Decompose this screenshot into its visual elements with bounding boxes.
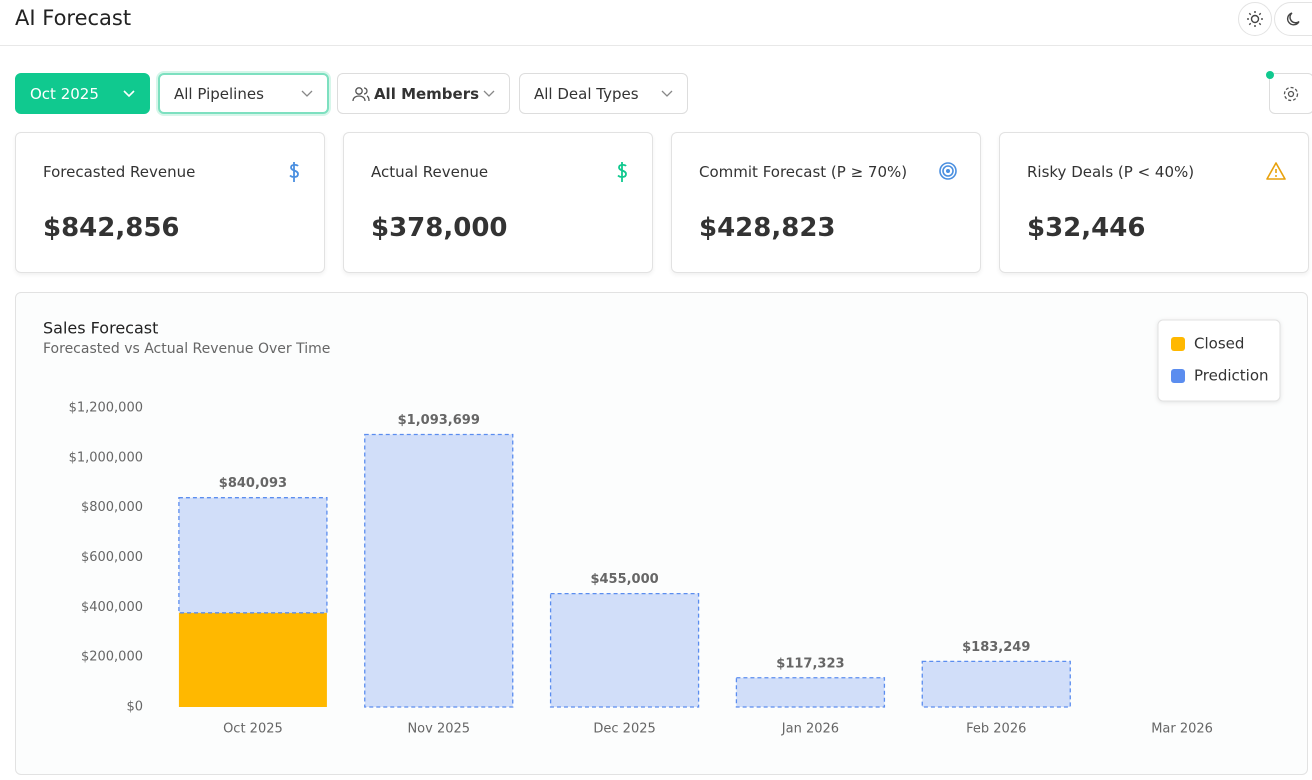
kpi-label: Risky Deals (P < 40%) [1027, 163, 1195, 181]
bar-prediction [178, 497, 328, 614]
legend-label: Closed [1194, 335, 1244, 353]
y-tick-label: $200,000 [81, 650, 143, 665]
bar-prediction [735, 677, 886, 708]
kpi-value: $32,446 [1027, 213, 1146, 243]
kpi-label: Actual Revenue [371, 163, 489, 181]
legend-box [1157, 319, 1281, 402]
status-dot [1266, 71, 1274, 79]
bar-closed [178, 612, 327, 707]
dollar-icon [289, 162, 299, 182]
chevron [661, 90, 673, 97]
kpi-card: Forecasted Revenue $842,856 [15, 132, 325, 273]
chart-title: Sales Forecast [43, 319, 158, 338]
warning-icon [1266, 162, 1286, 180]
x-tick-label: Nov 2025 [407, 722, 470, 737]
members-icon [352, 86, 370, 101]
bar-prediction [364, 433, 514, 708]
y-tick-label: $1,200,000 [69, 401, 143, 416]
dark-mode-button[interactable] [1274, 2, 1312, 36]
y-tick-label: $0 [126, 700, 143, 715]
header-divider [0, 45, 1312, 46]
x-tick-label: Jan 2026 [781, 722, 839, 737]
light-mode-button[interactable] [1238, 2, 1272, 36]
filter-label: All Deal Types [534, 84, 639, 103]
sun-icon [1247, 11, 1263, 27]
kpi-label: Forecasted Revenue [43, 163, 196, 181]
settings-button[interactable] [1269, 73, 1312, 114]
moon-icon [1286, 12, 1300, 26]
filter-label: Oct 2025 [30, 84, 99, 103]
kpi-card: Actual Revenue $378,000 [343, 132, 653, 273]
total-label: $455,000 [590, 572, 658, 587]
y-tick-label: $800,000 [81, 500, 143, 515]
y-tick-label: $400,000 [81, 600, 143, 615]
chevron [123, 89, 135, 97]
pipeline-filter[interactable]: All Pipelines [158, 73, 329, 114]
total-label: $840,093 [219, 476, 287, 491]
kpi-value: $428,823 [699, 213, 836, 243]
target-icon [939, 162, 957, 180]
kpi-value: $842,856 [43, 213, 180, 243]
legend-swatch [1171, 337, 1185, 351]
x-tick-label: Feb 2026 [966, 722, 1026, 737]
gear-icon [1283, 86, 1299, 101]
y-tick-label: $1,000,000 [69, 450, 143, 465]
total-label: $117,323 [776, 656, 844, 671]
members-filter[interactable]: All Members [337, 73, 510, 114]
y-tick-label: $600,000 [81, 550, 143, 565]
legend-label: Prediction [1194, 367, 1269, 385]
x-tick-label: Dec 2025 [593, 722, 655, 737]
x-tick-label: Mar 2026 [1151, 722, 1213, 737]
x-tick-label: Oct 2025 [223, 722, 283, 737]
kpi-card: Commit Forecast (P ≥ 70%) $428,823 [671, 132, 981, 273]
chevron [483, 90, 495, 97]
chevron [301, 90, 313, 97]
bar-prediction [921, 660, 1071, 708]
total-label: $183,249 [962, 640, 1030, 655]
dollar-icon [617, 162, 627, 182]
deal-type-filter[interactable]: All Deal Types [519, 73, 688, 114]
filter-label: All Members [373, 84, 480, 103]
month-filter[interactable]: Oct 2025 [15, 73, 150, 114]
kpi-value: $378,000 [371, 213, 508, 243]
bar-prediction [549, 592, 700, 708]
filter-label: All Pipelines [174, 84, 264, 103]
chart-subtitle: Forecasted vs Actual Revenue Over Time [43, 341, 330, 357]
legend-swatch [1171, 369, 1185, 383]
total-label: $1,093,699 [398, 413, 480, 428]
kpi-card: Risky Deals (P < 40%) $32,446 [999, 132, 1309, 273]
page-title: AI Forecast [15, 6, 132, 30]
kpi-label: Commit Forecast (P ≥ 70%) [699, 163, 908, 181]
